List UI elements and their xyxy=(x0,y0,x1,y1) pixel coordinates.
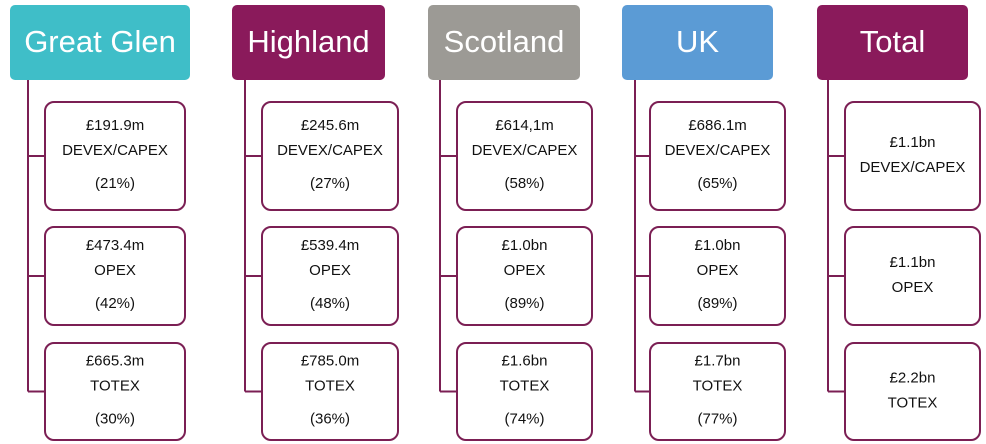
item-box xyxy=(844,101,981,211)
column-title: Total xyxy=(860,24,925,59)
item-label: OPEX xyxy=(94,262,136,279)
item-label: OPEX xyxy=(697,262,739,279)
item-amount: £1.0bn xyxy=(695,237,741,254)
column-header xyxy=(232,5,385,80)
item-box xyxy=(44,226,186,326)
item-box xyxy=(44,101,186,211)
item-amount: £1.0bn xyxy=(502,237,548,254)
item-box xyxy=(456,226,593,326)
item-label: OPEX xyxy=(892,279,934,296)
item-box xyxy=(44,342,186,441)
item-amount: £1.1bn xyxy=(890,134,936,151)
item-share: (36%) xyxy=(310,410,350,427)
item-label: TOTEX xyxy=(90,377,140,394)
item-box xyxy=(649,101,786,211)
item-share: (27%) xyxy=(310,175,350,192)
item-box xyxy=(649,226,786,326)
item-share: (89%) xyxy=(697,295,737,312)
item-label: DEVEX/CAPEX xyxy=(472,142,578,159)
item-box xyxy=(456,342,593,441)
item-box xyxy=(844,342,981,441)
item-amount: £1.6bn xyxy=(502,352,548,369)
item-amount: £191.9m xyxy=(86,117,144,134)
item-box xyxy=(261,342,399,441)
item-label: TOTEX xyxy=(693,377,743,394)
item-label: DEVEX/CAPEX xyxy=(62,142,168,159)
item-label: TOTEX xyxy=(305,377,355,394)
column-header xyxy=(428,5,580,80)
item-share: (58%) xyxy=(504,175,544,192)
item-amount: £785.0m xyxy=(301,352,359,369)
item-share: (89%) xyxy=(504,295,544,312)
item-label: TOTEX xyxy=(500,377,550,394)
item-amount: £665.3m xyxy=(86,352,144,369)
item-box xyxy=(649,342,786,441)
item-share: (65%) xyxy=(697,175,737,192)
column-title: Highland xyxy=(247,24,369,59)
column-header xyxy=(622,5,773,80)
item-label: TOTEX xyxy=(888,394,938,411)
item-share: (77%) xyxy=(697,410,737,427)
column-title: Scotland xyxy=(444,24,565,59)
item-amount: £245.6m xyxy=(301,117,359,134)
item-label: OPEX xyxy=(504,262,546,279)
column-title: Great Glen xyxy=(24,24,176,59)
item-amount: £1.1bn xyxy=(890,254,936,271)
item-share: (74%) xyxy=(504,410,544,427)
item-share: (30%) xyxy=(95,410,135,427)
item-share: (42%) xyxy=(95,295,135,312)
item-amount: £473.4m xyxy=(86,237,144,254)
column-title: UK xyxy=(676,24,719,59)
column-header xyxy=(817,5,968,80)
item-amount: £1.7bn xyxy=(695,352,741,369)
column-header xyxy=(10,5,190,80)
item-label: DEVEX/CAPEX xyxy=(665,142,771,159)
item-box xyxy=(261,101,399,211)
item-amount: £539.4m xyxy=(301,237,359,254)
item-amount: £2.2bn xyxy=(890,369,936,386)
item-box xyxy=(261,226,399,326)
item-share: (48%) xyxy=(310,295,350,312)
item-box xyxy=(456,101,593,211)
item-amount: £686.1m xyxy=(688,117,746,134)
item-label: DEVEX/CAPEX xyxy=(277,142,383,159)
item-amount: £614,1m xyxy=(495,117,553,134)
item-box xyxy=(844,226,981,326)
item-label: OPEX xyxy=(309,262,351,279)
item-share: (21%) xyxy=(95,175,135,192)
item-label: DEVEX/CAPEX xyxy=(860,159,966,176)
